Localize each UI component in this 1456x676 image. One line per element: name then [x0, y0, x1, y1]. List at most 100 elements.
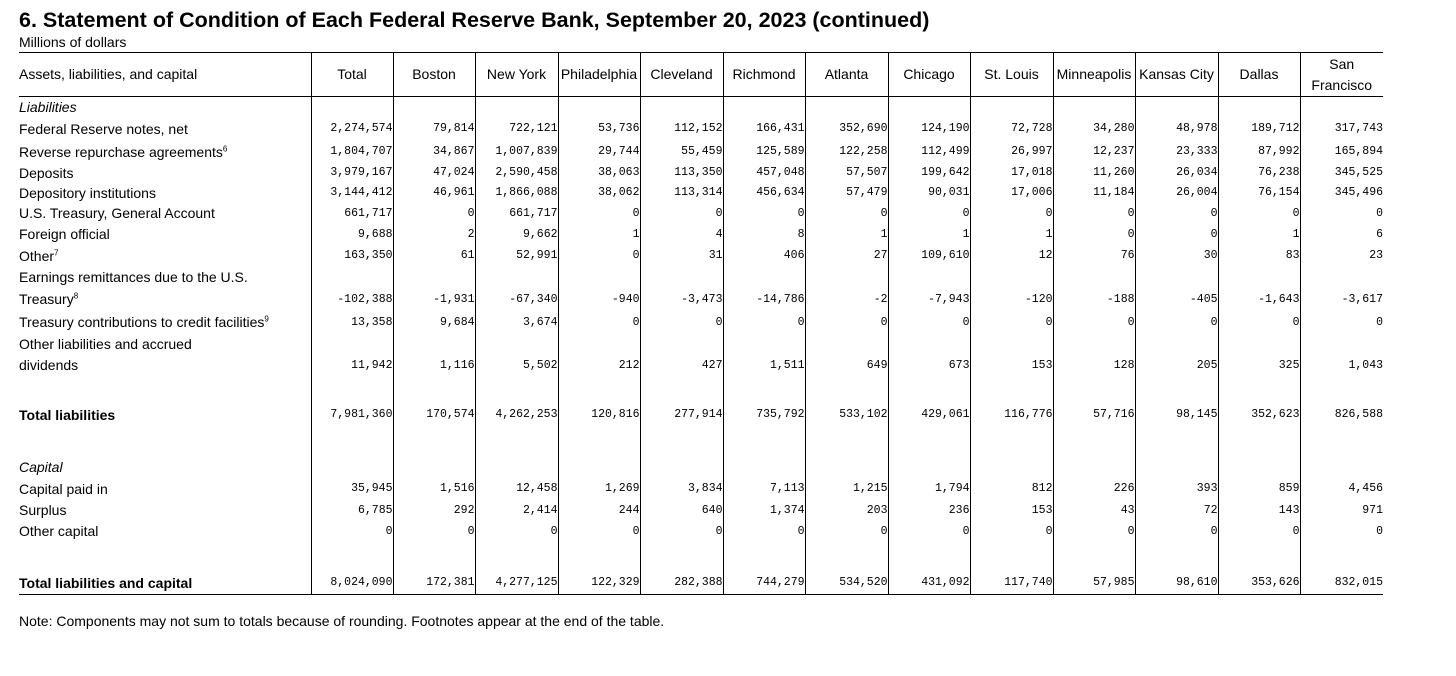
table-cell-value: 406	[722, 244, 805, 267]
row-label: Federal Reserve notes, net	[19, 120, 188, 137]
table-cell-value: 826,588	[1299, 403, 1383, 426]
table-cell-value: -1,643	[1217, 287, 1300, 311]
table-cell-value: 31	[639, 244, 723, 267]
table-cell-value: 0	[1299, 310, 1383, 334]
table-cell-value: -14,786	[722, 287, 805, 311]
table-cell-value: 0	[557, 244, 640, 267]
table-cell-value: 236	[887, 499, 970, 521]
table-cell-value: 128	[1052, 353, 1135, 377]
table-cell-value: 6	[1299, 223, 1383, 245]
table-cell-value: 317,743	[1299, 116, 1383, 141]
table-cell-value: 205	[1134, 353, 1218, 377]
table-cell-value: 7,981,360	[310, 403, 393, 426]
table-cell-value: 0	[1217, 202, 1300, 224]
table-cell-value: 38,062	[557, 182, 640, 203]
table-cell-value: 282,388	[639, 571, 723, 595]
table-cell-value: 457,048	[722, 162, 805, 183]
table-cell-value: 456,634	[722, 182, 805, 203]
table-cell-value: 431,092	[887, 571, 970, 595]
table-cell-value: 661,717	[310, 202, 393, 224]
table-cell-value: 1,794	[887, 477, 970, 500]
column-header-cleveland: Cleveland	[639, 52, 723, 97]
table-cell-value: 534,520	[804, 571, 888, 595]
table-cell-value: 57,507	[804, 162, 888, 183]
table-cell-value: -188	[1052, 287, 1135, 311]
table-cell-value: 0	[1217, 310, 1300, 334]
table-row-other-liabilities-label: Other liabilities and accrued	[19, 333, 1383, 354]
table-row-deposits: Deposits 3,979,167 47,024 2,590,458 38,063 1…	[19, 162, 1383, 183]
table-cell-value: 35,945	[310, 477, 393, 500]
column-header-atlanta: Atlanta	[804, 52, 888, 97]
table-cell-value: 1,516	[392, 477, 475, 500]
column-header-san-francisco: San Francisco	[1299, 52, 1383, 97]
table-row-reverse-repurchase-agreements: Reverse repurchase agreements6 1,804,707…	[19, 140, 1383, 163]
table-cell-value: 117,740	[969, 571, 1053, 595]
table-cell-value: 9,688	[310, 223, 393, 245]
column-header-chicago: Chicago	[887, 52, 970, 97]
table-row-surplus: Surplus 6,785 292 2,414 244 640 1,374 203 236 15…	[19, 499, 1383, 521]
table-row-depository-institutions: Depository institutions 3,144,412 46,961 1…	[19, 182, 1383, 203]
table-cell-value: 0	[722, 520, 805, 542]
table-row-total-liabilities: Total liabilities 7,981,360 170,574 4,262,…	[19, 403, 1383, 426]
table-cell-value: 1,511	[722, 353, 805, 377]
table-row-other-liabilities: dividends 11,942 1,116 5,502 212 427 1,511 649…	[19, 353, 1383, 377]
table-cell-value: 325	[1217, 353, 1300, 377]
table-cell-value: 393	[1134, 477, 1218, 500]
table-cell-value: 2	[392, 223, 475, 245]
table-cell-value: -67,340	[474, 287, 558, 311]
table-cell-value: 113,314	[639, 182, 723, 203]
footnote-note: Note: Components may not sum to totals b…	[19, 613, 665, 629]
table-cell-value: 125,589	[722, 140, 805, 163]
table-cell-value: 0	[1217, 520, 1300, 542]
table-cell-value: 122,258	[804, 140, 888, 163]
table-cell-value: 23	[1299, 244, 1383, 267]
table-cell-value: 7,113	[722, 477, 805, 500]
table-cell-value: 17,006	[969, 182, 1053, 203]
table-cell-value: 0	[1299, 202, 1383, 224]
page-title: 6. Statement of Condition of Each Federa…	[19, 8, 930, 32]
table-cell-value: 0	[1052, 223, 1135, 245]
table-cell-value: 26,004	[1134, 182, 1218, 203]
table-cell-value: 116,776	[969, 403, 1053, 426]
table-cell-value: 352,623	[1217, 403, 1300, 426]
table-cell-value: 9,662	[474, 223, 558, 245]
column-header-dallas: Dallas	[1217, 52, 1300, 97]
table-row-foreign-official: Foreign official 9,688 2 9,662 1 4 8 1 1 1 0 0 1 6	[19, 223, 1383, 245]
table-cell-value: 72,728	[969, 116, 1053, 141]
footnote-marker: 8	[73, 291, 79, 301]
table-cell-value: 2,590,458	[474, 162, 558, 183]
table-cell-value: 3,144,412	[310, 182, 393, 203]
table-cell-value: 61	[392, 244, 475, 267]
section-heading-liabilities: Liabilities	[19, 98, 77, 115]
table-cell-value: 3,979,167	[310, 162, 393, 183]
table-cell-value: 0	[392, 202, 475, 224]
table-cell-value: 4,277,125	[474, 571, 558, 595]
row-label: Treasury contributions to credit facilit…	[19, 314, 269, 330]
row-label: Other7	[19, 247, 59, 264]
table-cell-value: 12,458	[474, 477, 558, 500]
table-cell-value: -940	[557, 287, 640, 311]
table-cell-value: -3,473	[639, 287, 723, 311]
row-label: Surplus	[19, 502, 67, 518]
table-cell-value: 0	[1052, 310, 1135, 334]
table-cell-value: 429,061	[887, 403, 970, 426]
column-header-richmond: Richmond	[722, 52, 805, 97]
table-cell-value: 0	[804, 202, 888, 224]
footnote-marker: 7	[54, 247, 59, 257]
table-cell-value: 13,358	[310, 310, 393, 334]
table-cell-value: 12,237	[1052, 140, 1135, 163]
table-cell-value: 1,043	[1299, 353, 1383, 377]
table-cell-value: 0	[1134, 202, 1218, 224]
table-cell-value: 0	[1134, 223, 1218, 245]
table-cell-value: 0	[969, 202, 1053, 224]
table-cell-value: 8	[722, 223, 805, 245]
table-cell-value: 26,997	[969, 140, 1053, 163]
table-cell-value: 124,190	[887, 116, 970, 141]
table-cell-value: 0	[1052, 520, 1135, 542]
table-cell-value: 1	[557, 223, 640, 245]
table-cell-value: 244	[557, 499, 640, 521]
statement-table: Assets, liabilities, and capital Total B…	[19, 52, 1383, 595]
table-cell-value: 163,350	[310, 244, 393, 267]
table-cell-value: 0	[557, 520, 640, 542]
